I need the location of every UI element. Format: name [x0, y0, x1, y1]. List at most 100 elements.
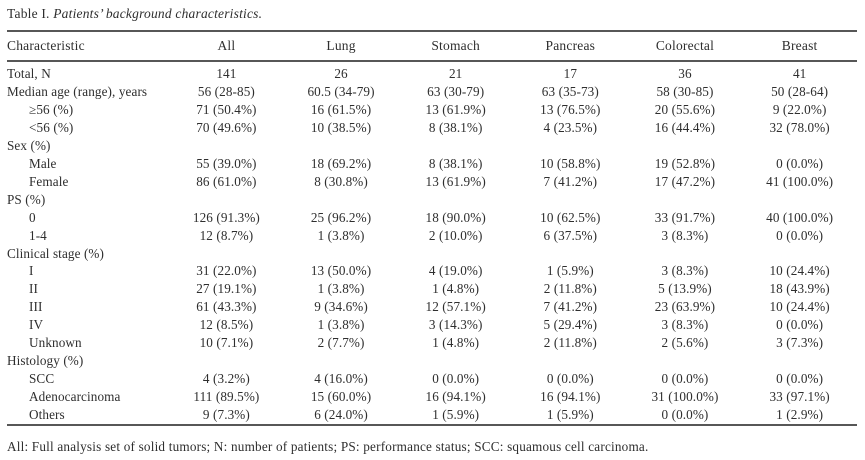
- cell-value: 3 (8.3%): [661, 227, 709, 243]
- cell-value: 10 (58.8%): [540, 155, 601, 171]
- cell-value: 1 (5.9%): [398, 406, 513, 427]
- cell-value: 6 (24.0%): [283, 406, 399, 427]
- column-header-stomach: Stomach: [398, 31, 513, 62]
- cell-value: 10 (38.5%): [310, 119, 372, 135]
- cell-value: 5 (29.4%): [543, 317, 598, 333]
- cell-value: 50 (28-64): [771, 83, 829, 99]
- cell-value: [398, 137, 513, 155]
- table-row: III 61 (43.3%) 9 (34.6%) 12 (57.1%) 7 (41.2%…: [7, 298, 857, 316]
- cell-value: 25 (96.2%): [310, 209, 372, 225]
- cell-value: [398, 245, 513, 263]
- cell-value: 9 (22.0%): [772, 101, 827, 117]
- cell-value: [513, 245, 628, 263]
- cell-value: 0 (0.0%): [432, 371, 480, 387]
- table-header-row: Characteristic All Lung Stomach Pancreas…: [7, 31, 857, 62]
- cell-value: 9 (34.6%): [314, 299, 368, 315]
- row-label: II: [29, 281, 38, 297]
- cell-value: [628, 352, 743, 370]
- row-label: Sex (%): [7, 137, 51, 153]
- cell-value: 55 (39.0%): [196, 155, 257, 171]
- cell-value: [628, 245, 743, 263]
- cell-value: 12 (8.5%): [199, 317, 254, 333]
- cell-value: 27 (19.1%): [196, 281, 257, 297]
- cell-value: [628, 137, 743, 155]
- cell-value: 61 (43.3%): [196, 299, 257, 315]
- cell-value: 41 (100.0%): [766, 173, 834, 189]
- table-row: <56 (%) 70 (49.6%) 10 (38.5%) 8 (38.1%) 4 (2…: [7, 119, 857, 137]
- row-label: Female: [29, 173, 69, 189]
- cell-value: 41: [792, 66, 807, 81]
- cell-value: 0 (0.0%): [661, 371, 709, 387]
- cell-value: 18 (69.2%): [310, 155, 372, 171]
- cell-value: 9 (7.3%): [169, 406, 284, 427]
- cell-value: 10 (24.4%): [769, 263, 830, 279]
- cell-value: 8 (38.1%): [428, 155, 483, 171]
- row-label: 1-4: [29, 227, 47, 243]
- cell-value: 1 (4.8%): [432, 281, 480, 297]
- cell-value: 31 (22.0%): [196, 263, 257, 279]
- cell-value: [398, 191, 513, 209]
- cell-value: 4 (3.2%): [202, 371, 250, 387]
- table-caption-prefix: Table I.: [7, 6, 54, 21]
- cell-value: 1 (5.9%): [546, 263, 594, 279]
- cell-value: 86 (61.0%): [196, 173, 257, 189]
- cell-value: 63 (35-73): [541, 83, 599, 99]
- row-label: ≥56 (%): [29, 101, 74, 117]
- cell-value: 0 (0.0%): [627, 406, 743, 427]
- cell-value: 21: [448, 66, 463, 81]
- cell-value: 7 (41.2%): [543, 299, 598, 315]
- cell-value: 40 (100.0%): [766, 209, 834, 225]
- cell-value: 1 (2.9%): [742, 406, 857, 427]
- row-label: Unknown: [29, 335, 82, 351]
- cell-value: 0 (0.0%): [776, 317, 824, 333]
- table-row: II 27 (19.1%) 1 (3.8%) 1 (4.8%) 2 (11.8%) 5 (…: [7, 280, 857, 298]
- table-footnote: All: Full analysis set of solid tumors; …: [7, 439, 649, 455]
- cell-value: 10 (24.4%): [769, 299, 830, 315]
- cell-value: [742, 191, 857, 209]
- cell-value: 15 (60.0%): [310, 389, 372, 405]
- cell-value: [169, 191, 284, 209]
- cell-value: 17: [563, 66, 578, 81]
- row-label: Clinical stage (%): [7, 245, 105, 261]
- table-row: Male 55 (39.0%) 18 (69.2%) 8 (38.1%) 10 (58.…: [7, 155, 857, 173]
- row-label: 0: [29, 209, 36, 225]
- cell-value: [398, 352, 513, 370]
- cell-value: [284, 245, 399, 263]
- cell-value: 2 (11.8%): [543, 281, 597, 297]
- cell-value: 17 (47.2%): [654, 173, 716, 189]
- cell-value: [742, 352, 857, 370]
- cell-value: 12 (57.1%): [425, 299, 486, 315]
- column-header-lung: Lung: [283, 31, 399, 62]
- table-row: Others 9 (7.3%) 6 (24.0%) 1 (5.9%) 1 (5.9%) 0…: [7, 406, 857, 427]
- cell-value: 1 (5.9%): [513, 406, 628, 427]
- cell-value: 2 (5.6%): [661, 335, 709, 351]
- cell-value: 8 (30.8%): [314, 173, 368, 189]
- cell-value: 13 (61.9%): [425, 101, 486, 117]
- column-header-pancreas: Pancreas: [513, 31, 628, 62]
- cell-value: 0 (0.0%): [776, 155, 824, 171]
- table-row: Clinical stage (%): [7, 245, 857, 263]
- cell-value: 1 (4.8%): [432, 335, 480, 351]
- column-header-characteristic: Characteristic: [7, 31, 170, 62]
- table-row: 0 126 (91.3%) 25 (96.2%) 18 (90.0%) 10 (62.5…: [7, 209, 857, 227]
- table-row: ≥56 (%) 71 (50.4%) 16 (61.5%) 13 (61.9%) 13 …: [7, 101, 857, 119]
- cell-value: 70 (49.6%): [196, 119, 257, 135]
- cell-value: 13 (76.5%): [540, 101, 601, 117]
- cell-value: 18 (43.9%): [769, 281, 830, 297]
- cell-value: 4 (23.5%): [543, 119, 598, 135]
- cell-value: 13 (50.0%): [310, 263, 372, 279]
- cell-value: [284, 352, 399, 370]
- cell-value: 16 (44.4%): [654, 119, 716, 135]
- cell-value: 5 (13.9%): [658, 281, 712, 297]
- table-body: Total, N 141 26 21 17 36 41 Median age (range),…: [7, 61, 857, 427]
- cell-value: 1 (3.8%): [317, 317, 365, 333]
- cell-value: [513, 137, 628, 155]
- cell-value: 1 (3.8%): [317, 227, 365, 243]
- cell-value: 12 (8.7%): [199, 227, 254, 243]
- row-label: SCC: [29, 371, 55, 387]
- cell-value: 3 (7.3%): [776, 335, 824, 351]
- cell-value: [169, 245, 284, 263]
- cell-value: 13 (61.9%): [425, 173, 486, 189]
- cell-value: [284, 191, 399, 209]
